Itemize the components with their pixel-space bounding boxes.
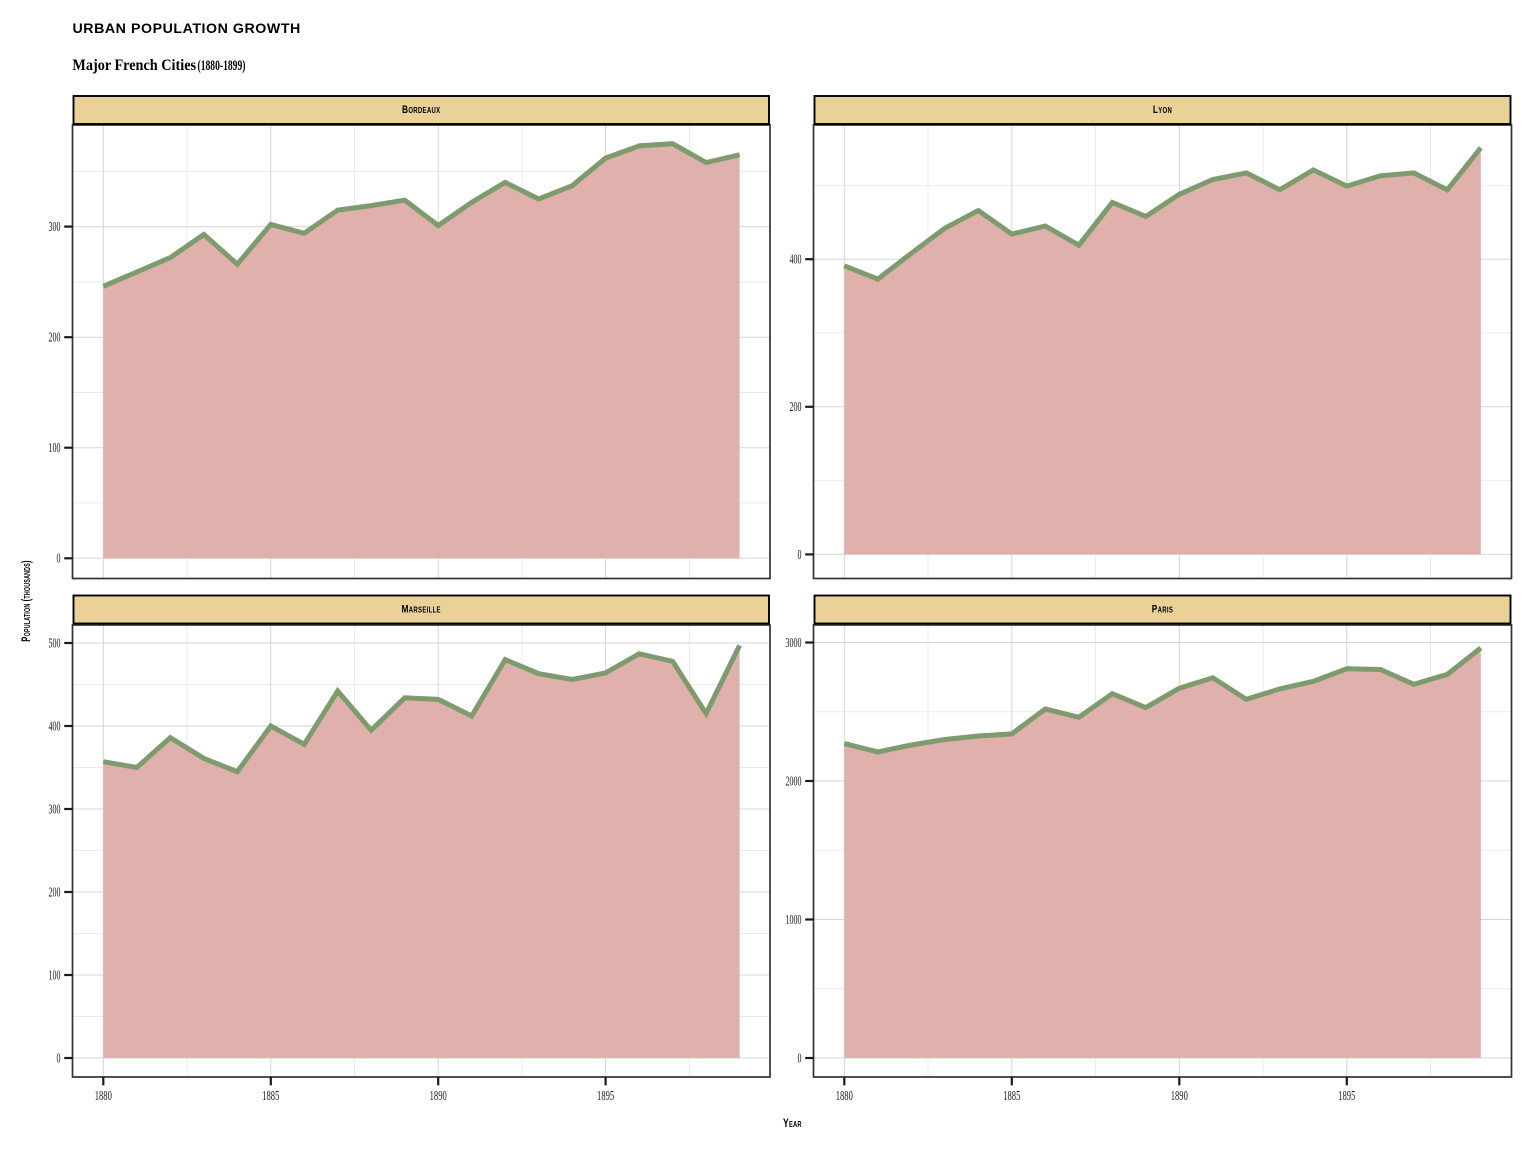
svg-text:Paris: Paris [1152,604,1173,616]
svg-text:200: 200 [49,885,61,900]
svg-text:1895: 1895 [1338,1089,1355,1103]
svg-text:100: 100 [49,441,61,456]
svg-text:1885: 1885 [262,1089,279,1103]
svg-text:400: 400 [790,253,802,268]
svg-text:Marseille: Marseille [402,604,441,616]
svg-text:Year: Year [783,1118,802,1131]
svg-text:URBAN POPULATION GROWTH: URBAN POPULATION GROWTH [73,21,301,37]
svg-text:300: 300 [49,220,61,235]
svg-text:Bordeaux: Bordeaux [402,104,440,116]
svg-text:100: 100 [49,968,61,983]
svg-text:200: 200 [49,331,61,346]
svg-text:300: 300 [49,802,61,817]
svg-text:1890: 1890 [1171,1089,1188,1103]
svg-text:1000: 1000 [786,913,802,928]
svg-text:Major French Cities: Major French Cities [72,58,196,75]
svg-text:0: 0 [56,1051,60,1066]
svg-text:Lyon: Lyon [1153,104,1172,116]
svg-text:200: 200 [790,400,802,415]
svg-text:(1880-1899): (1880-1899) [198,57,246,74]
svg-text:1880: 1880 [836,1089,853,1103]
svg-text:0: 0 [797,548,801,563]
svg-text:1880: 1880 [95,1089,112,1103]
svg-text:1885: 1885 [1003,1089,1020,1103]
svg-text:1895: 1895 [597,1089,614,1103]
svg-text:2000: 2000 [786,774,802,789]
svg-text:0: 0 [797,1051,801,1066]
svg-text:1890: 1890 [430,1089,447,1103]
svg-text:400: 400 [49,719,61,734]
svg-text:Population (thousands): Population (thousands) [21,560,34,641]
svg-text:3000: 3000 [786,636,802,651]
svg-text:0: 0 [56,552,60,567]
svg-text:500: 500 [49,636,61,651]
